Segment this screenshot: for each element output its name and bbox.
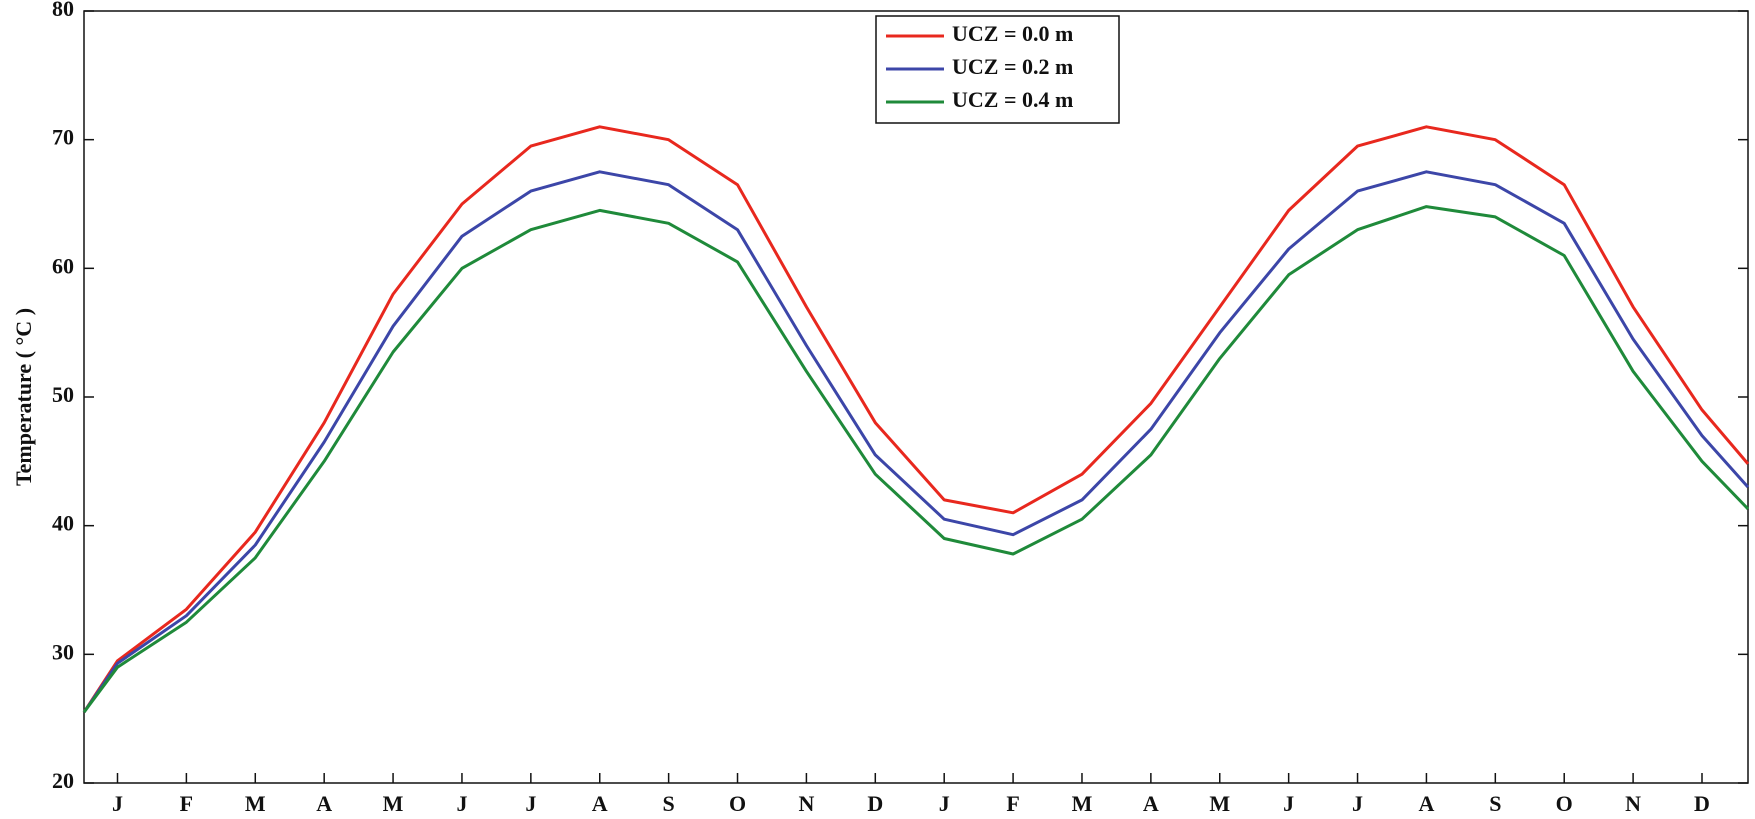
y-tick-label: 60 <box>52 253 74 278</box>
x-tick-label: M <box>245 791 266 816</box>
line-series <box>82 125 1750 714</box>
x-tick-label: D <box>1694 791 1710 816</box>
legend-label: UCZ = 0.0 m <box>952 21 1073 46</box>
line-series <box>82 205 1750 714</box>
x-tick-label: A <box>316 791 332 816</box>
y-tick-label: 70 <box>52 125 74 150</box>
y-tick-label: 20 <box>52 768 74 793</box>
plot-frame <box>83 10 1749 784</box>
y-axis-label: Temperature ( °C ) <box>11 308 36 486</box>
x-tick-label: O <box>729 791 746 816</box>
y-tick-label: 30 <box>52 639 74 664</box>
x-tick-label: A <box>592 791 608 816</box>
x-tick-label: A <box>1418 791 1434 816</box>
y-tick-label: 50 <box>52 382 74 407</box>
x-tick-label: M <box>1072 791 1093 816</box>
x-tick-label: J <box>1352 791 1363 816</box>
x-tick-label: F <box>1006 791 1019 816</box>
x-tick-label: J <box>1283 791 1294 816</box>
x-tick-label: M <box>1209 791 1230 816</box>
line-series <box>82 170 1750 714</box>
legend-label: UCZ = 0.4 m <box>952 87 1073 112</box>
x-tick-label: N <box>798 791 814 816</box>
x-tick-label: S <box>663 791 675 816</box>
legend-label: UCZ = 0.2 m <box>952 54 1073 79</box>
y-tick-label: 40 <box>52 511 74 536</box>
x-tick-label: J <box>939 791 950 816</box>
x-tick-label: S <box>1489 791 1501 816</box>
x-tick-label: N <box>1625 791 1641 816</box>
x-tick-label: A <box>1143 791 1159 816</box>
x-tick-label: D <box>867 791 883 816</box>
x-tick-label: J <box>456 791 467 816</box>
x-tick-label: O <box>1556 791 1573 816</box>
x-tick-label: J <box>525 791 536 816</box>
x-tick-label: J <box>112 791 123 816</box>
y-tick-label: 80 <box>52 0 74 21</box>
x-tick-label: M <box>383 791 404 816</box>
x-tick-label: F <box>180 791 193 816</box>
